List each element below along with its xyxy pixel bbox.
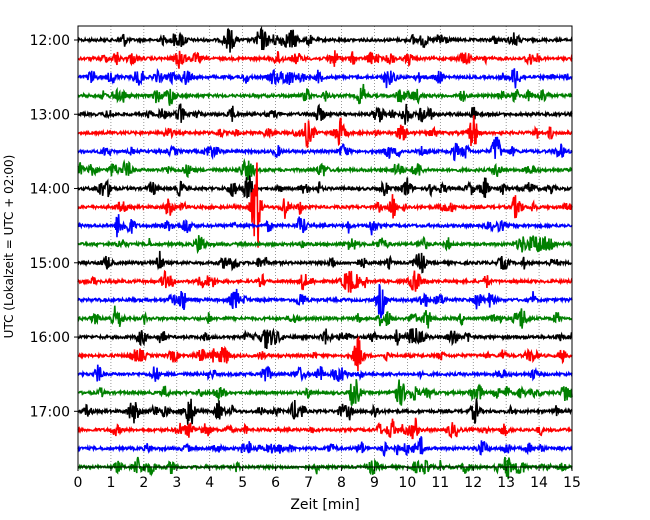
x-tick-label-12: 12	[464, 475, 482, 491]
trace-15:45	[77, 305, 573, 329]
y-tick-label-15:00: 15:00	[30, 256, 70, 272]
y-axis-ticks: 12:00 13:00 14:00 15:00 16:00 17:00	[30, 33, 78, 420]
trace-17:00	[77, 398, 573, 425]
trace-14:15	[77, 162, 573, 248]
x-tick-label-14: 14	[530, 475, 548, 491]
x-tick-label-13: 13	[497, 475, 515, 491]
x-tick-label-11: 11	[431, 475, 449, 491]
trace-16:45	[77, 379, 573, 406]
trace-17:15	[77, 417, 573, 440]
x-tick-label-9: 9	[370, 475, 379, 491]
x-tick-label-7: 7	[304, 475, 313, 491]
x-axis-ticks: 0 1 2 3 4 5 6 7 8 9 10 11 12 13 14 15	[74, 467, 581, 491]
x-tick-label-1: 1	[106, 475, 115, 491]
y-tick-label-14:00: 14:00	[30, 182, 70, 198]
trace-16:30	[77, 364, 573, 383]
trace-15:15	[77, 269, 573, 293]
seismogram-traces	[77, 25, 573, 480]
trace-12:30	[77, 67, 573, 89]
x-tick-label-2: 2	[139, 475, 148, 491]
trace-13:30	[77, 136, 573, 162]
trace-14:30	[77, 214, 573, 238]
y-tick-label-16:00: 16:00	[30, 330, 70, 346]
y-tick-label-13:00: 13:00	[30, 107, 70, 123]
trace-14:00	[77, 175, 573, 202]
x-tick-label-0: 0	[74, 475, 83, 491]
vertical-grid-lines	[77, 26, 573, 467]
x-tick-label-5: 5	[238, 475, 247, 491]
x-tick-label-6: 6	[271, 475, 280, 491]
trace-13:00	[77, 103, 573, 125]
x-tick-label-8: 8	[337, 475, 346, 491]
x-axis-label: Zeit [min]	[290, 497, 359, 513]
x-tick-label-4: 4	[205, 475, 214, 491]
y-tick-label-17:00: 17:00	[30, 404, 70, 420]
x-tick-label-3: 3	[172, 475, 181, 491]
y-tick-label-12:00: 12:00	[30, 33, 70, 49]
trace-13:45	[77, 158, 573, 181]
trace-12:15	[77, 50, 573, 69]
x-tick-label-10: 10	[398, 475, 416, 491]
y-axis-label: UTC (Lokalzeit = UTC + 02:00)	[2, 155, 16, 339]
trace-15:30	[77, 283, 573, 319]
trace-13:15	[77, 115, 573, 148]
trace-16:00	[77, 327, 573, 349]
x-tick-label-15: 15	[563, 475, 581, 491]
trace-12:45	[77, 83, 573, 106]
trace-12:00	[77, 25, 573, 53]
plot-frame	[77, 25, 573, 468]
trace-15:00	[77, 250, 573, 274]
trace-14:45	[77, 235, 573, 255]
trace-16:15	[77, 336, 573, 372]
trace-17:30	[77, 436, 573, 458]
